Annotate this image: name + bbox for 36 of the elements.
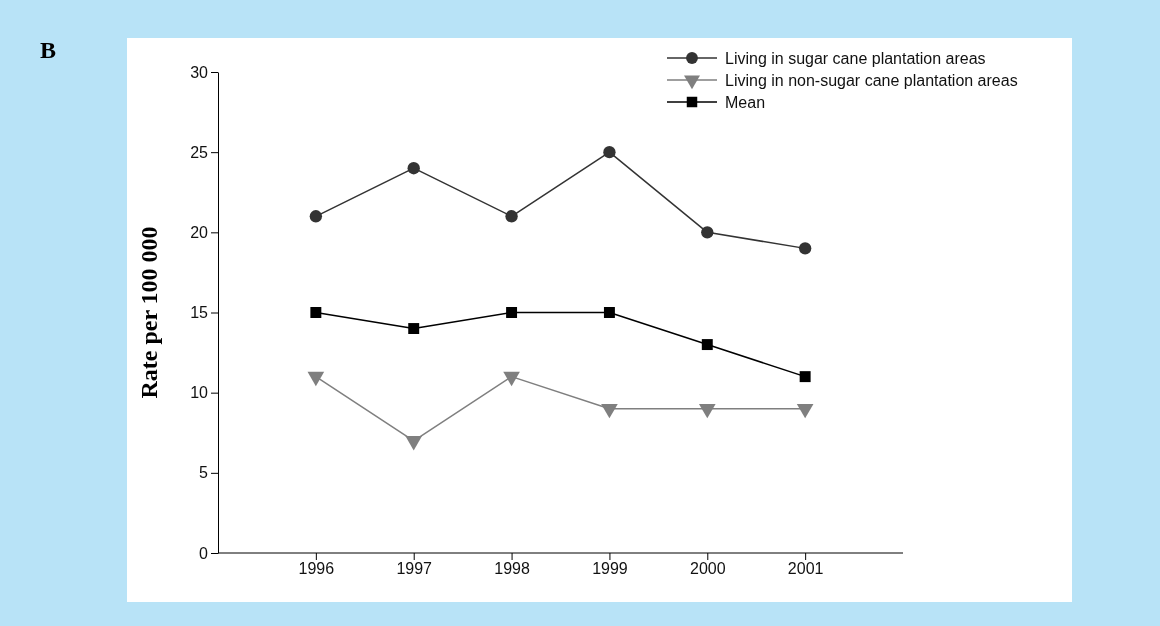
y-axis-title: Rate per 100 000	[136, 226, 162, 399]
point	[799, 371, 811, 383]
point	[698, 403, 716, 419]
x-tick-label: 2000	[689, 560, 726, 578]
point	[798, 242, 812, 255]
point	[505, 210, 518, 223]
point	[408, 323, 420, 335]
point	[603, 307, 615, 318]
point	[405, 435, 423, 451]
y-tick-label: 15	[190, 304, 209, 322]
y-tick-label: 0	[199, 544, 209, 562]
x-tick-label: 1996	[298, 560, 335, 578]
point	[503, 371, 520, 387]
point	[307, 371, 325, 387]
x-tick-label: 1999	[592, 560, 628, 578]
point	[506, 307, 518, 318]
x-tick-label: 2001	[787, 560, 824, 578]
y-tick-label: 25	[190, 143, 209, 161]
y-tick-label: 10	[190, 384, 209, 402]
text: B	[40, 37, 57, 63]
point	[601, 403, 618, 419]
y-tick-label: 5	[199, 464, 209, 482]
point	[310, 307, 322, 318]
y-tick-label: 30	[190, 63, 209, 81]
point	[701, 339, 713, 351]
y-tick-label: 20	[190, 223, 209, 241]
point	[603, 146, 616, 159]
x-tick-label: 1998	[494, 560, 530, 578]
point	[309, 210, 323, 223]
legend-label: Living in sugar cane plantation areas	[725, 50, 986, 67]
point	[796, 403, 814, 419]
legend-label: Living in non-sugar cane plantation areas	[725, 72, 1018, 89]
point	[701, 226, 714, 239]
x-tick-label: 1997	[396, 560, 433, 578]
legend-label: Mean	[725, 94, 766, 111]
point	[407, 162, 420, 175]
